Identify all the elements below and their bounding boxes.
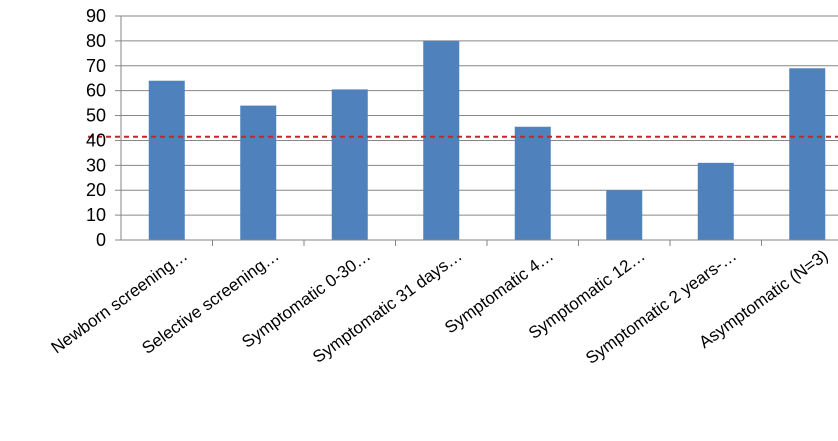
- bar: [606, 190, 643, 240]
- bar: [148, 80, 185, 240]
- x-category-label: Symptomatic 2 years-…: [582, 246, 740, 368]
- bar: [697, 162, 734, 240]
- y-tick-label: 0: [96, 230, 106, 250]
- y-tick-label: 40: [86, 130, 106, 150]
- y-tick-label: 30: [86, 155, 106, 175]
- x-tick-labels: Newborn screening…Selective screening…Sy…: [48, 246, 832, 368]
- y-tick-label: 10: [86, 205, 106, 225]
- x-category-label: Symptomatic 31 days…: [309, 246, 465, 367]
- y-tick-label: 50: [86, 106, 106, 126]
- bar: [331, 89, 368, 240]
- bar-series: [148, 40, 826, 241]
- y-tick-label: 90: [86, 6, 106, 26]
- y-tick-label: 70: [86, 56, 106, 76]
- y-tick-label: 20: [86, 180, 106, 200]
- bar: [514, 126, 551, 240]
- bar: [240, 105, 277, 240]
- bar: [789, 68, 826, 241]
- y-tick-labels: 0 10 20 30 40 50 60 70 80 90: [86, 6, 106, 250]
- y-tick-label: 60: [86, 81, 106, 101]
- bar: [423, 40, 460, 241]
- y-tick-label: 80: [86, 31, 106, 51]
- axes: [120, 16, 838, 246]
